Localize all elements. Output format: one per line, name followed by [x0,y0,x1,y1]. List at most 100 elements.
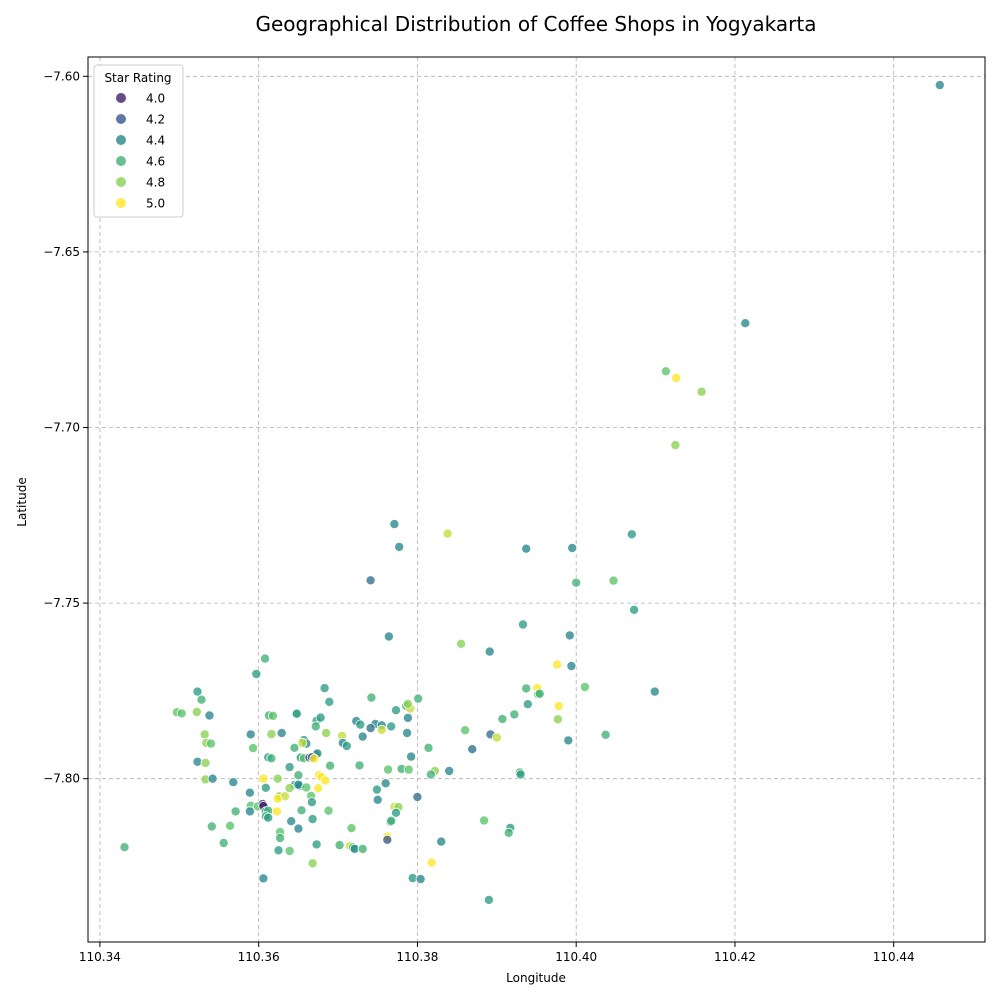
legend-title: Star Rating [104,71,171,85]
data-point [244,806,255,817]
data-point [390,705,401,716]
data-point [365,575,376,586]
data-point [442,528,453,539]
data-point [460,725,471,736]
data-point [251,669,262,680]
data-point [245,729,256,740]
data-point [553,701,564,712]
data-point [204,710,215,721]
y-axis-label: Latitude [15,477,29,526]
legend-label: 5.0 [146,197,165,211]
data-point [380,778,391,789]
x-axis-label: Longitude [506,971,566,985]
data-point [483,894,494,905]
data-point [534,688,545,699]
data-point [355,719,366,730]
x-tick-label: 110.44 [873,950,915,964]
data-point [284,783,295,794]
x-tick-label: 110.36 [238,950,280,964]
data-point [273,845,284,856]
x-tick-label: 110.42 [714,950,756,964]
data-point [206,821,217,832]
data-point [503,827,514,838]
x-tick-label: 110.38 [396,950,438,964]
data-point [276,728,287,739]
data-point [518,619,529,630]
data-point [626,529,637,540]
data-point [402,712,413,723]
data-point [291,708,302,719]
x-tick-label: 110.34 [79,950,121,964]
data-point [386,815,397,826]
data-point [357,843,368,854]
data-point [509,709,520,720]
data-point [444,766,455,777]
data-point [376,724,387,735]
data-point [228,777,239,788]
data-point [244,787,255,798]
data-point [357,731,368,742]
data-point [334,840,345,851]
data-point [436,836,447,847]
gridlines [88,57,985,942]
data-point [310,721,321,732]
data-point [649,686,660,697]
data-point [415,874,426,885]
data-point [191,707,202,718]
data-point [207,773,218,784]
y-tick-label: −7.60 [43,69,80,83]
legend-entries: 4.0 4.2 4.4 4.6 4.8 5.0 [116,92,165,211]
data-point [284,846,295,857]
data-point [423,742,434,753]
data-point [313,783,324,794]
data-point [119,842,130,853]
data-point [271,806,282,817]
y-tick-label: −7.80 [43,772,80,786]
data-point [563,735,574,746]
legend-marker [116,198,126,208]
data-point [199,729,210,740]
data-point [289,742,300,753]
data-point [934,80,945,91]
data-point [311,839,322,850]
data-point [200,757,211,768]
data-point [521,683,532,694]
legend: Star Rating 4.0 4.2 4.4 4.6 4.8 5.0 [93,64,184,218]
x-tick-label: 110.40 [555,950,597,964]
legend-label: 4.4 [146,134,165,148]
data-point [260,782,271,793]
data-point [600,729,611,740]
data-point [608,575,619,586]
data-point [319,683,330,694]
data-point [258,873,269,884]
chart-title: Geographical Distribution of Coffee Shop… [256,12,817,36]
data-point [629,604,640,615]
data-point [275,833,286,844]
data-point [425,769,436,780]
y-tick-label: −7.75 [43,596,80,610]
data-point [267,710,278,721]
data-point [406,751,417,762]
legend-label: 4.0 [146,92,165,106]
data-point [571,577,582,588]
data-point [522,699,533,710]
data-point [321,728,332,739]
data-point [293,823,304,834]
data-point [272,793,283,804]
data-point [403,764,414,775]
data-point [324,696,335,707]
data-point [293,770,304,781]
legend-label: 4.2 [146,113,165,127]
data-point [515,769,526,780]
data-point [365,723,376,734]
data-point [307,858,318,869]
plot-frame [87,56,986,943]
data-point [325,760,336,771]
data-point [306,797,317,808]
data-point [341,741,352,752]
data-point [258,773,269,784]
x-axis-ticks: 110.34 110.36 110.38 110.40 110.42 110.44 [79,942,915,964]
data-point [413,693,424,704]
y-tick-label: −7.70 [43,421,80,435]
data-point [552,659,563,670]
